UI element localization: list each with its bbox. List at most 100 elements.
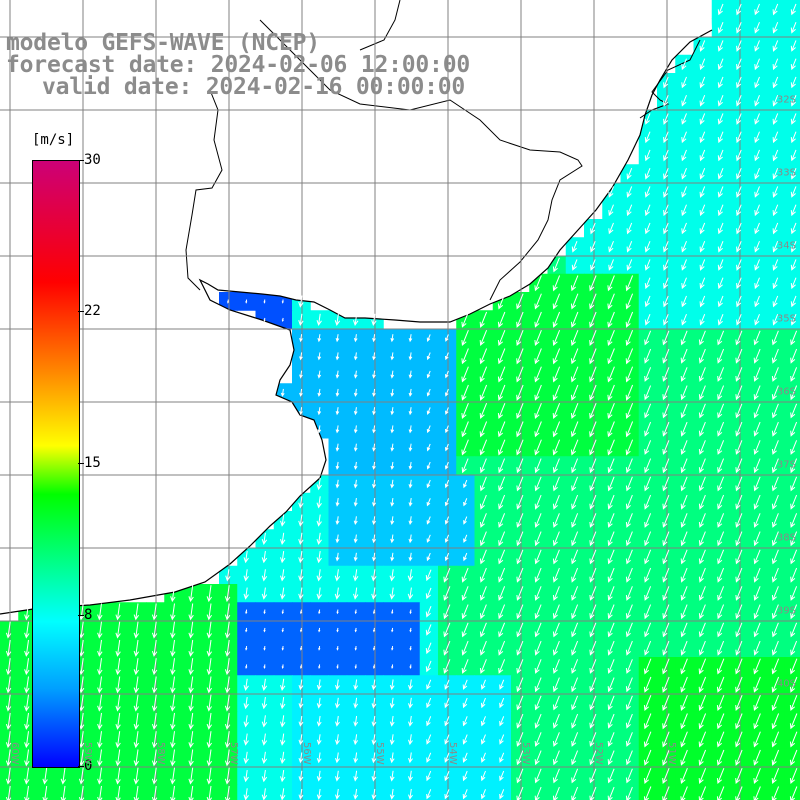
- wind-arrow: [790, 604, 798, 620]
- wind-arrow: [590, 241, 596, 253]
- wind-arrow: [498, 640, 506, 656]
- wind-arrow: [552, 513, 560, 528]
- wind-arrow: [552, 677, 560, 693]
- wind-arrow: [318, 627, 321, 633]
- wind-arrow: [243, 697, 249, 710]
- wind-arrow: [115, 639, 121, 657]
- wind-arrow: [735, 385, 743, 401]
- wind-arrow: [498, 476, 506, 492]
- wind-arrow: [354, 646, 357, 651]
- wind-arrow: [444, 697, 450, 709]
- wind-arrow: [461, 604, 469, 620]
- wind-arrow: [151, 694, 158, 712]
- wind-speed-cell: [784, 748, 800, 767]
- wind-speed-cell: [784, 182, 800, 202]
- wind-arrow: [335, 770, 340, 782]
- wind-arrow: [699, 295, 706, 308]
- wind-arrow: [662, 531, 670, 547]
- wind-arrow: [589, 695, 597, 711]
- wind-arrow: [570, 311, 579, 328]
- wind-arrow: [245, 299, 248, 304]
- wind-arrow: [680, 348, 688, 364]
- lon-label: 54W: [447, 742, 458, 765]
- wind-arrow: [389, 788, 395, 800]
- wind-arrow: [754, 186, 760, 198]
- wind-arrow: [699, 149, 706, 162]
- wind-arrow: [444, 770, 450, 782]
- wind-arrow: [534, 311, 542, 328]
- wind-arrow: [318, 646, 321, 651]
- wind-arrow: [498, 458, 506, 474]
- wind-arrow: [607, 458, 615, 474]
- wind-arrow: [462, 789, 468, 800]
- wind-arrow: [790, 421, 798, 437]
- wind-arrow: [644, 295, 651, 308]
- wind-arrow: [772, 113, 779, 125]
- wind-arrow: [789, 731, 798, 748]
- wind-arrow: [626, 204, 633, 217]
- wind-arrow: [170, 731, 176, 749]
- wind-arrow: [263, 646, 266, 651]
- wind-arrow: [644, 259, 651, 271]
- wind-arrow: [534, 439, 542, 456]
- wind-arrow: [662, 567, 670, 583]
- wind-arrow: [426, 734, 432, 745]
- wind-arrow: [316, 734, 322, 746]
- wind-arrow: [607, 384, 615, 401]
- wind-arrow: [353, 752, 359, 764]
- wind-arrow: [552, 604, 560, 620]
- wind-arrow: [735, 549, 743, 565]
- wind-arrow: [516, 695, 524, 711]
- wind-arrow: [717, 58, 724, 71]
- wind-arrow: [754, 277, 760, 290]
- wind-arrow: [607, 713, 615, 729]
- wind-arrow: [570, 439, 579, 456]
- wind-arrow: [680, 385, 688, 401]
- wind-arrow: [735, 786, 743, 800]
- wind-arrow: [771, 385, 779, 401]
- wind-arrow: [224, 676, 231, 694]
- wind-arrow: [336, 646, 339, 651]
- wind-arrow: [589, 348, 597, 365]
- wind-arrow: [681, 76, 687, 89]
- wind-arrow: [607, 476, 615, 492]
- wind-arrow: [680, 458, 688, 474]
- wind-arrow: [463, 534, 468, 543]
- wind-arrow: [426, 697, 432, 709]
- wind-arrow: [151, 712, 158, 730]
- wind-arrow: [5, 621, 12, 639]
- wind-arrow: [371, 587, 377, 600]
- wind-arrow: [443, 640, 451, 656]
- wind-arrow: [353, 388, 358, 397]
- wind-arrow: [299, 388, 303, 397]
- wind-arrow: [426, 479, 431, 489]
- wind-arrow: [534, 622, 542, 638]
- wind-arrow: [552, 458, 560, 474]
- wind-arrow: [717, 531, 725, 547]
- wind-arrow: [552, 549, 560, 565]
- wind-arrow: [589, 458, 597, 474]
- wind-arrow: [790, 277, 797, 290]
- wind-arrow: [115, 621, 121, 639]
- wind-arrow: [717, 22, 724, 34]
- wind-arrow: [663, 277, 669, 290]
- wind-arrow: [754, 22, 760, 34]
- wind-arrow: [735, 658, 743, 675]
- wind-arrow: [771, 421, 779, 437]
- wind-arrow: [607, 403, 615, 419]
- wind-arrow: [699, 76, 706, 89]
- wind-arrow: [479, 421, 488, 438]
- wind-arrow: [643, 731, 652, 748]
- wind-arrow: [389, 734, 395, 746]
- wind-arrow: [680, 695, 688, 711]
- wind-arrow: [790, 567, 798, 583]
- wind-arrow: [717, 494, 725, 510]
- lat-label: 36S: [776, 386, 796, 398]
- wind-arrow: [662, 476, 670, 492]
- wind-arrow: [790, 113, 797, 125]
- wind-vectors: [5, 3, 798, 800]
- wind-arrow: [443, 586, 451, 601]
- wind-arrow: [372, 479, 377, 489]
- wind-arrow: [680, 604, 688, 620]
- wind-arrow: [133, 676, 140, 694]
